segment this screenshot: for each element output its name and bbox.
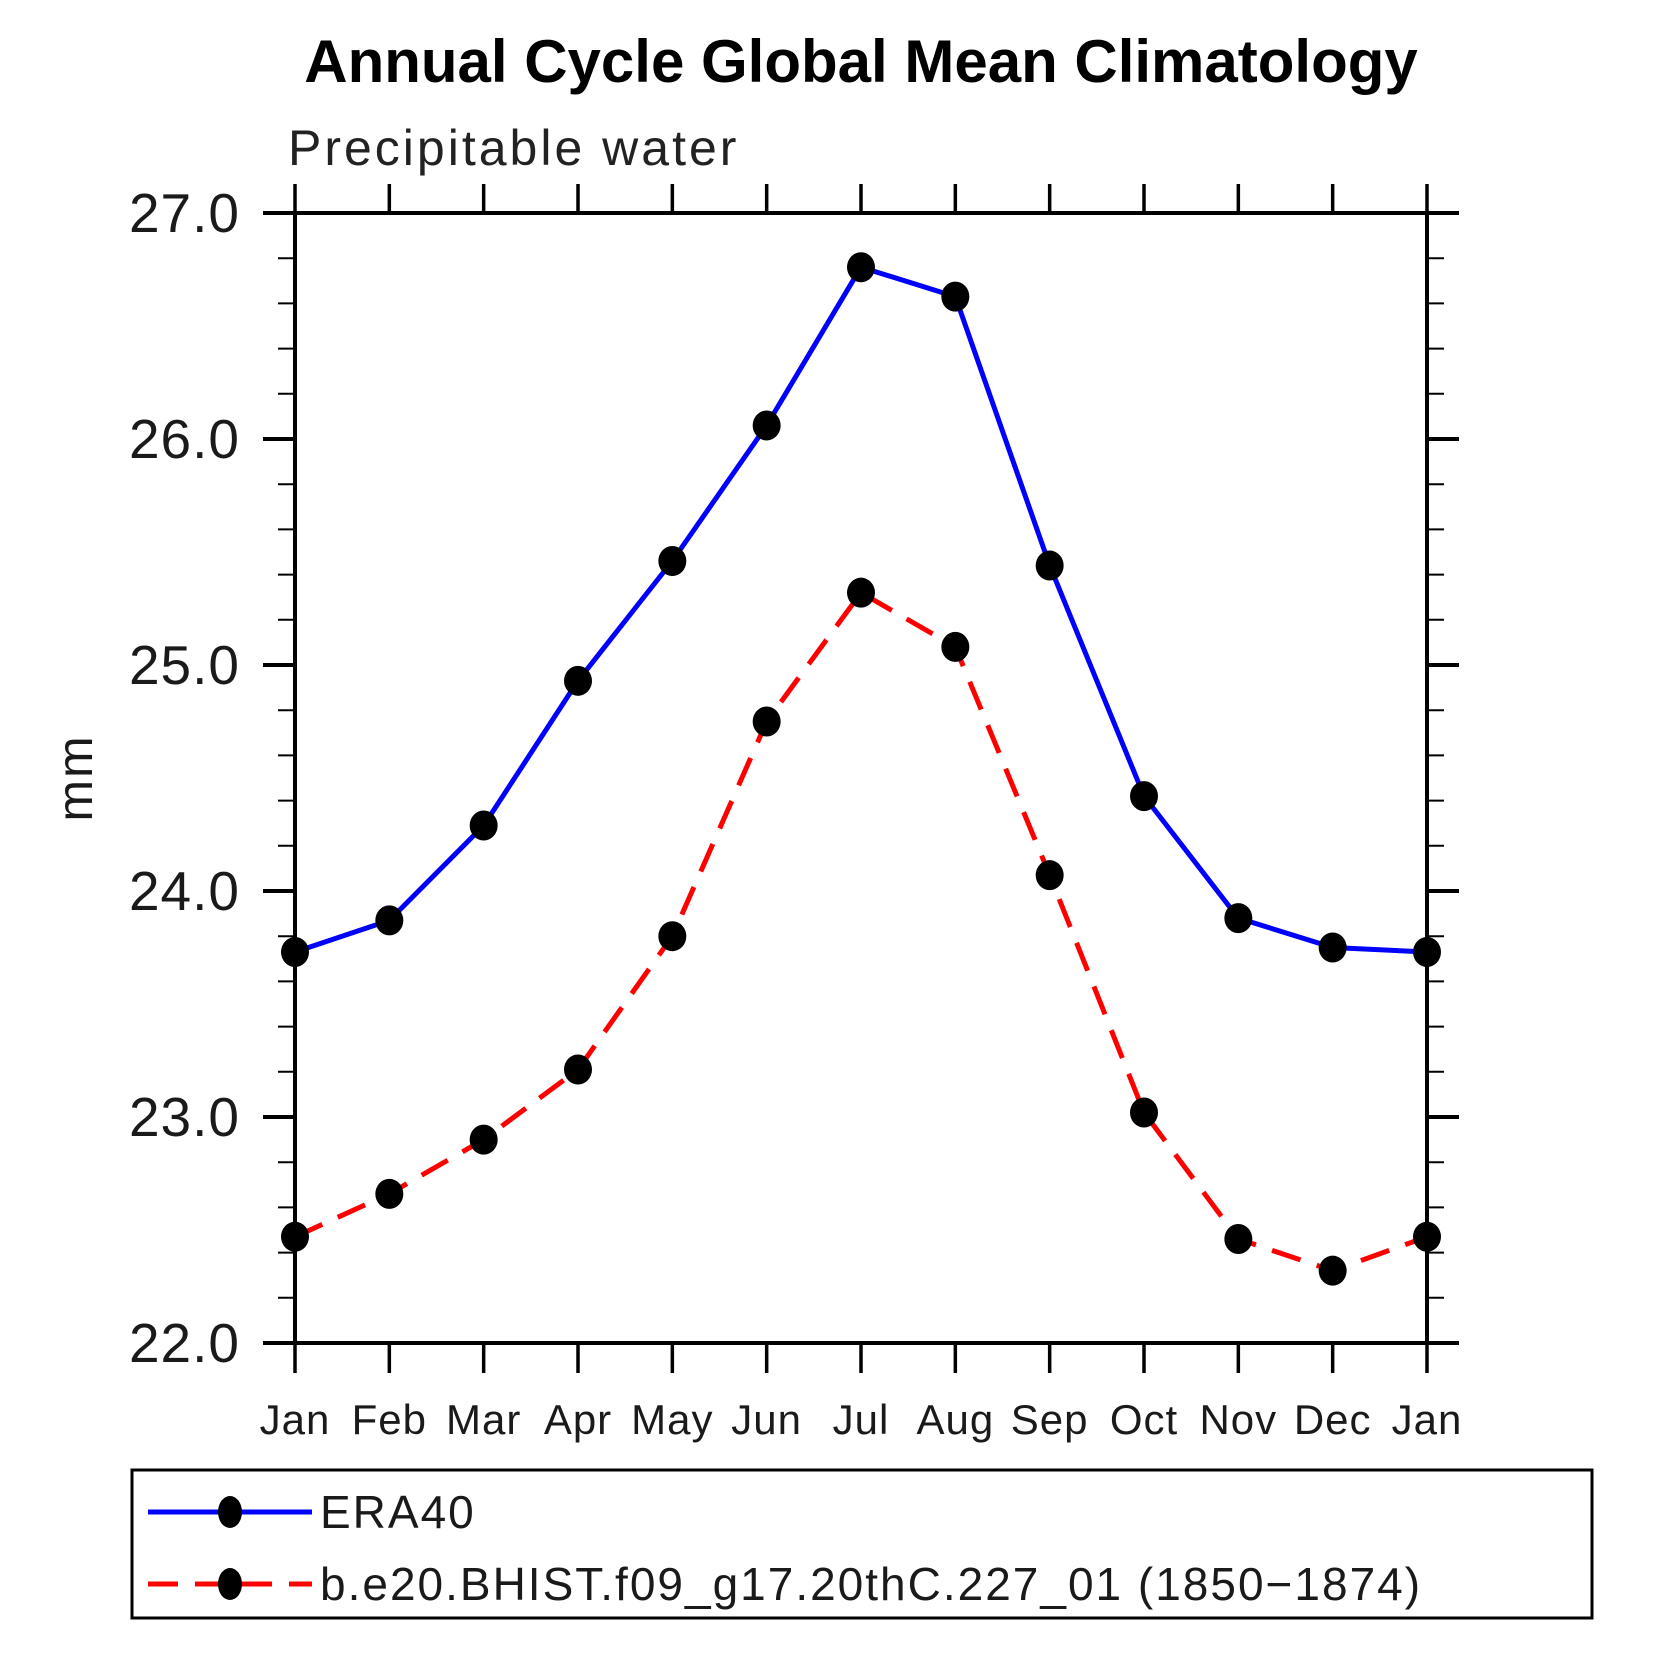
plot-frame [293,211,1429,1345]
y-tick-label: 26.0 [129,408,240,470]
y-tick-label: 22.0 [129,1312,240,1374]
x-tick-label: Nov [1199,1396,1277,1443]
data-point-marker [1130,1097,1158,1128]
data-point-marker [752,410,781,441]
legend-entry-era40: ERA40 [148,1486,476,1538]
data-point-marker [1224,903,1253,934]
x-tick-label: Jul [833,1396,890,1443]
x-tick-label: Aug [916,1396,994,1443]
data-point-marker [847,252,875,283]
legend-label-model: b.e20.BHIST.f09_g17.20thC.227_01 (1850−1… [320,1558,1422,1610]
y-axis-label: mm [47,734,103,821]
y-tick-label: 23.0 [129,1086,240,1148]
x-tick-label: Jan [1392,1396,1463,1443]
chart-subtitle: Precipitable water [288,120,739,176]
x-tick-label: Sep [1011,1396,1089,1443]
data-point-marker [1035,550,1064,581]
legend-marker-era40 [218,1496,242,1528]
data-point-marker [1035,860,1064,891]
data-point-marker [1130,781,1158,812]
data-point-marker [1318,1255,1347,1286]
data-point-marker [469,810,498,841]
data-point-marker [1413,1221,1441,1252]
legend-label-era40: ERA40 [320,1486,476,1538]
data-point-marker [658,921,687,952]
data-point-marker [281,937,309,968]
x-tick-label: Apr [544,1396,612,1443]
legend-box [130,1468,1594,1620]
data-point-marker [564,1054,592,1085]
data-point-marker [941,281,970,312]
data-point-marker [847,577,875,608]
legend-marker-model [218,1568,242,1600]
series-line-0 [294,264,1428,955]
y-tick-label: 24.0 [129,860,240,922]
data-point-marker [469,1124,498,1155]
plot-axes: Jan Feb Mar Apr May Jun Jul Aug Sep Oct Nov Dec Jan 2… [129,182,1463,1443]
data-point-marker [658,546,687,577]
chart-title: Annual Cycle Global Mean Climatology [304,28,1418,95]
legend: ERA40 b.e20.BHIST.f09_g17.20thC.227_01 (… [130,1468,1594,1620]
data-point-marker [281,1221,309,1252]
data-point-marker [1318,932,1347,963]
y-tick-label: 25.0 [129,634,240,696]
x-tick-label: Feb [352,1396,427,1443]
plot-series [281,252,1441,1286]
data-point-marker [375,905,404,936]
data-point-marker [1224,1224,1253,1255]
x-tick-label: Jun [731,1396,802,1443]
x-tick-label: Oct [1110,1396,1178,1443]
x-tick-label: Dec [1294,1396,1372,1443]
series-line-1 [293,590,1428,1274]
y-tick-label: 27.0 [129,182,240,244]
x-tick-label: Mar [446,1396,521,1443]
data-point-marker [1413,937,1441,968]
data-point-marker [375,1178,404,1209]
x-tick-label: May [631,1396,713,1443]
legend-entry-model: b.e20.BHIST.f09_g17.20thC.227_01 (1850−1… [148,1558,1422,1610]
x-tick-label: Jan [260,1396,331,1443]
data-point-marker [564,665,592,696]
data-point-marker [941,631,970,662]
data-point-marker [752,706,781,737]
